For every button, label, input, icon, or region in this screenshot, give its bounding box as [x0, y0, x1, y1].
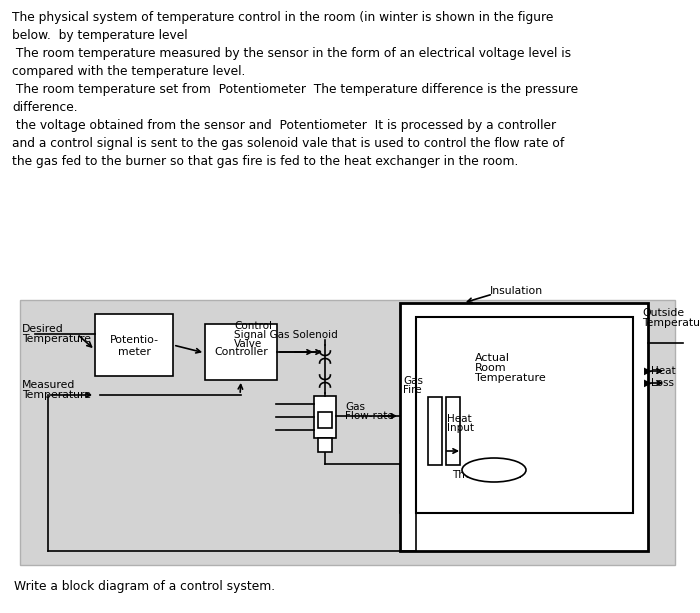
Text: Control: Control — [234, 321, 272, 331]
Text: Write a block diagram of a control system.: Write a block diagram of a control syste… — [14, 580, 275, 593]
Text: Gas: Gas — [403, 376, 423, 386]
Text: Temperature: Temperature — [22, 334, 91, 344]
Text: Outside: Outside — [642, 308, 684, 318]
Text: Room: Room — [475, 363, 507, 373]
Bar — [20, 300, 675, 565]
Ellipse shape — [462, 458, 526, 482]
Text: Controller: Controller — [214, 347, 268, 357]
Bar — [428, 397, 442, 465]
Text: Actual: Actual — [475, 353, 510, 363]
Text: Flow-rate: Flow-rate — [345, 411, 393, 421]
Text: Potentio-: Potentio- — [109, 335, 158, 345]
Bar — [95, 314, 173, 376]
Bar — [416, 317, 633, 513]
Text: Fire: Fire — [403, 385, 421, 395]
Bar — [318, 438, 332, 452]
Text: ▶Loss: ▶Loss — [644, 378, 675, 388]
Text: Temperature: Temperature — [475, 373, 546, 383]
Bar — [400, 303, 648, 551]
Bar — [314, 396, 336, 438]
Text: Heat: Heat — [447, 414, 472, 424]
Bar — [205, 324, 277, 380]
Text: Input: Input — [447, 423, 474, 433]
Text: ▶Heat: ▶Heat — [644, 366, 677, 376]
Text: meter: meter — [118, 347, 150, 357]
Text: Signal Gas Solenoid: Signal Gas Solenoid — [234, 330, 337, 340]
Text: Desired: Desired — [22, 324, 64, 334]
Text: Thermometer: Thermometer — [452, 470, 524, 480]
Text: The physical system of temperature control in the room (in winter is shown in th: The physical system of temperature contr… — [12, 11, 578, 168]
Text: Measured: Measured — [22, 380, 76, 390]
Text: Temperature: Temperature — [642, 318, 700, 328]
Text: Insulation: Insulation — [490, 286, 543, 296]
Text: Temperature: Temperature — [22, 390, 91, 400]
Bar — [318, 412, 332, 428]
Text: Valve: Valve — [234, 339, 262, 349]
Text: Gas: Gas — [345, 402, 365, 412]
Bar — [446, 397, 460, 465]
